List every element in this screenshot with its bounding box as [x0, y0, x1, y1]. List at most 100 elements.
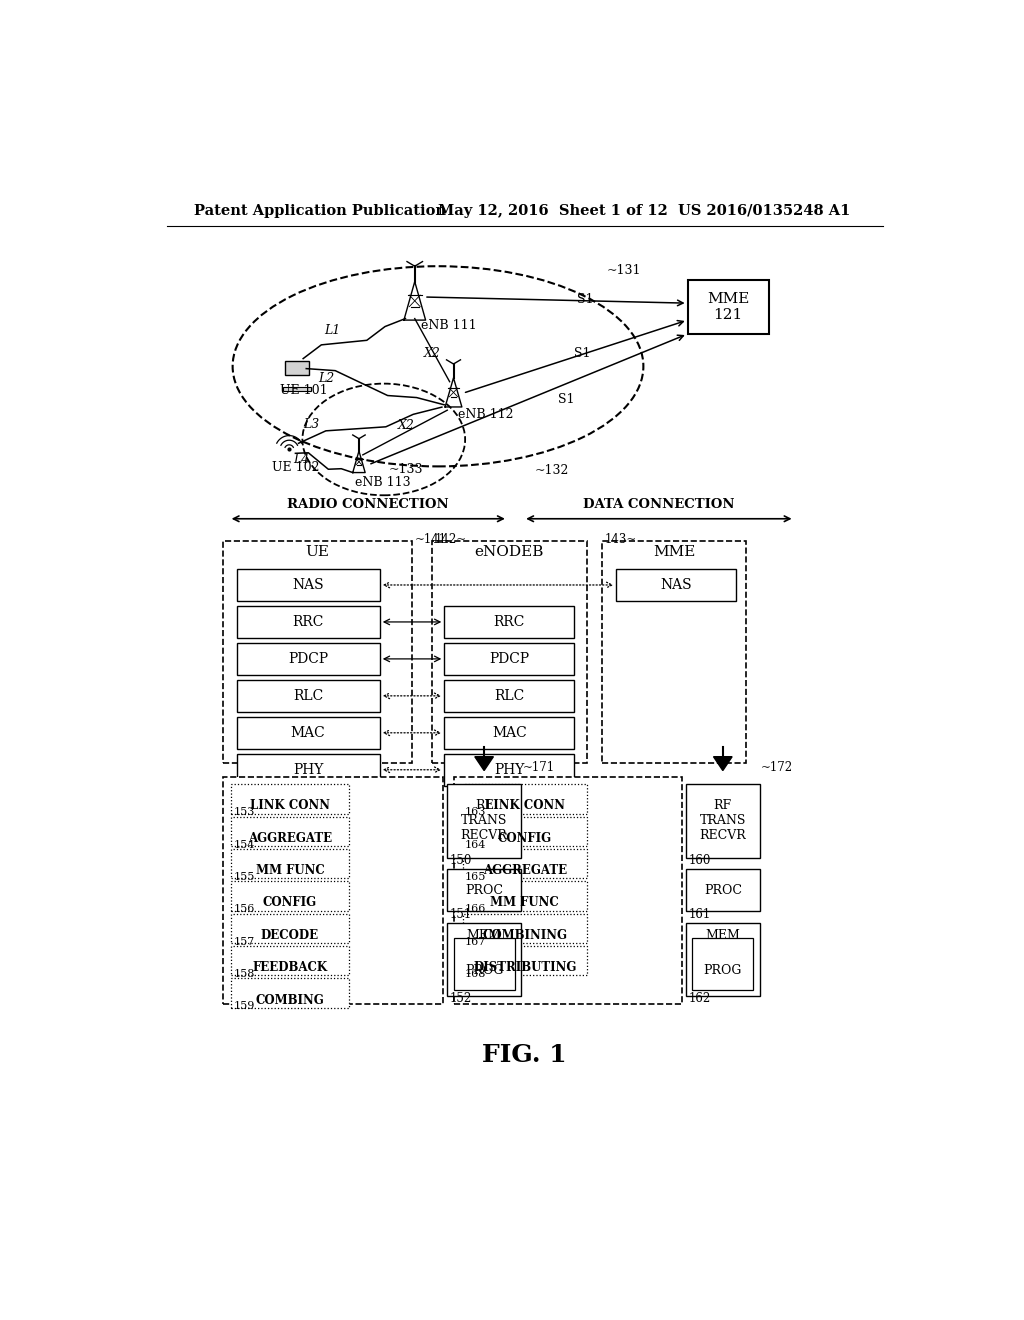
Text: 162: 162 — [688, 993, 711, 1006]
FancyBboxPatch shape — [444, 680, 574, 711]
Bar — [283, 387, 311, 391]
Bar — [686, 784, 760, 858]
Text: DISTRIBUTING: DISTRIBUTING — [473, 961, 577, 974]
Text: CONFIG: CONFIG — [498, 832, 552, 845]
Text: RRC: RRC — [494, 615, 525, 628]
FancyBboxPatch shape — [463, 882, 587, 911]
Text: PROC: PROC — [465, 884, 503, 896]
Text: ~132: ~132 — [535, 465, 569, 477]
Text: 157: 157 — [233, 937, 255, 946]
Text: MM FUNC: MM FUNC — [256, 865, 325, 878]
Text: 168: 168 — [465, 969, 486, 979]
Text: PROG: PROG — [465, 964, 504, 977]
Text: LINK CONN: LINK CONN — [250, 800, 330, 813]
Text: PDCP: PDCP — [288, 652, 329, 665]
Text: NAS: NAS — [293, 578, 324, 591]
Text: RF
TRANS
RECVR: RF TRANS RECVR — [699, 800, 746, 842]
Text: eNODEB: eNODEB — [474, 545, 544, 560]
FancyBboxPatch shape — [444, 606, 574, 638]
Text: 160: 160 — [688, 854, 711, 867]
Text: 164: 164 — [465, 840, 486, 850]
Bar — [447, 869, 521, 911]
Text: COMBING: COMBING — [256, 994, 325, 1007]
Text: DATA CONNECTION: DATA CONNECTION — [583, 498, 734, 511]
FancyBboxPatch shape — [463, 913, 587, 942]
Text: MEM: MEM — [467, 929, 502, 942]
Text: L1: L1 — [324, 323, 340, 337]
Bar — [447, 784, 521, 858]
Text: LINK CONN: LINK CONN — [484, 800, 565, 813]
Text: L2: L2 — [318, 372, 335, 384]
Bar — [686, 869, 760, 911]
FancyBboxPatch shape — [444, 717, 574, 748]
Text: X2: X2 — [424, 347, 441, 360]
Text: NAS: NAS — [660, 578, 692, 591]
Text: PHY: PHY — [495, 763, 524, 776]
Text: RADIO CONNECTION: RADIO CONNECTION — [288, 498, 450, 511]
Text: 143~: 143~ — [604, 533, 637, 546]
FancyBboxPatch shape — [222, 776, 443, 1003]
Bar — [686, 923, 760, 997]
Text: 158: 158 — [233, 969, 255, 979]
Text: eNB 113: eNB 113 — [355, 477, 411, 490]
Bar — [447, 923, 521, 997]
FancyBboxPatch shape — [237, 606, 380, 638]
Text: FIG. 1: FIG. 1 — [482, 1043, 567, 1068]
FancyBboxPatch shape — [237, 643, 380, 675]
Text: 150: 150 — [450, 854, 472, 867]
FancyBboxPatch shape — [602, 541, 745, 763]
Text: 152: 152 — [450, 993, 472, 1006]
FancyBboxPatch shape — [231, 817, 349, 846]
FancyBboxPatch shape — [231, 946, 349, 975]
FancyBboxPatch shape — [231, 978, 349, 1007]
Text: 154: 154 — [233, 840, 255, 850]
Text: May 12, 2016  Sheet 1 of 12: May 12, 2016 Sheet 1 of 12 — [438, 203, 668, 218]
Bar — [285, 360, 309, 375]
Text: FEEDBACK: FEEDBACK — [252, 961, 328, 974]
Text: 165: 165 — [465, 873, 486, 882]
Text: MAC: MAC — [291, 726, 326, 739]
FancyBboxPatch shape — [237, 569, 380, 601]
Text: 161: 161 — [688, 908, 711, 920]
FancyBboxPatch shape — [432, 541, 587, 763]
FancyBboxPatch shape — [231, 784, 349, 813]
Text: MM FUNC: MM FUNC — [490, 896, 559, 909]
Text: 167: 167 — [465, 937, 486, 946]
Text: UE 101: UE 101 — [280, 384, 328, 397]
FancyBboxPatch shape — [463, 784, 587, 813]
Text: UE: UE — [305, 545, 330, 560]
Text: 153: 153 — [233, 808, 255, 817]
FancyBboxPatch shape — [222, 541, 413, 763]
Text: MME
121: MME 121 — [707, 292, 750, 322]
FancyBboxPatch shape — [444, 754, 574, 785]
Bar — [687, 280, 769, 334]
Text: X2: X2 — [397, 420, 415, 433]
FancyBboxPatch shape — [463, 946, 587, 975]
Text: COMBINING: COMBINING — [482, 929, 567, 942]
Text: CONFIG: CONFIG — [263, 896, 317, 909]
Text: ~172: ~172 — [761, 760, 794, 774]
Text: 142~: 142~ — [434, 533, 466, 546]
Text: 156: 156 — [233, 904, 255, 915]
Text: S1: S1 — [578, 293, 594, 306]
Text: MME: MME — [653, 545, 695, 560]
Text: Patent Application Publication: Patent Application Publication — [194, 203, 445, 218]
FancyBboxPatch shape — [454, 776, 682, 1003]
Text: MEM: MEM — [706, 929, 740, 942]
Text: 159: 159 — [233, 1002, 255, 1011]
FancyBboxPatch shape — [231, 913, 349, 942]
Text: PROG: PROG — [703, 964, 742, 977]
Bar — [692, 939, 754, 990]
FancyBboxPatch shape — [237, 680, 380, 711]
FancyBboxPatch shape — [463, 817, 587, 846]
Bar — [454, 939, 515, 990]
Text: PROC: PROC — [703, 884, 741, 896]
Text: PDCP: PDCP — [489, 652, 529, 665]
Text: 163: 163 — [465, 808, 486, 817]
FancyBboxPatch shape — [237, 754, 380, 785]
FancyBboxPatch shape — [463, 849, 587, 878]
Text: ~131: ~131 — [607, 264, 641, 277]
Text: L3: L3 — [303, 418, 319, 430]
Text: eNB 112: eNB 112 — [458, 408, 514, 421]
Text: ~141: ~141 — [415, 533, 446, 546]
